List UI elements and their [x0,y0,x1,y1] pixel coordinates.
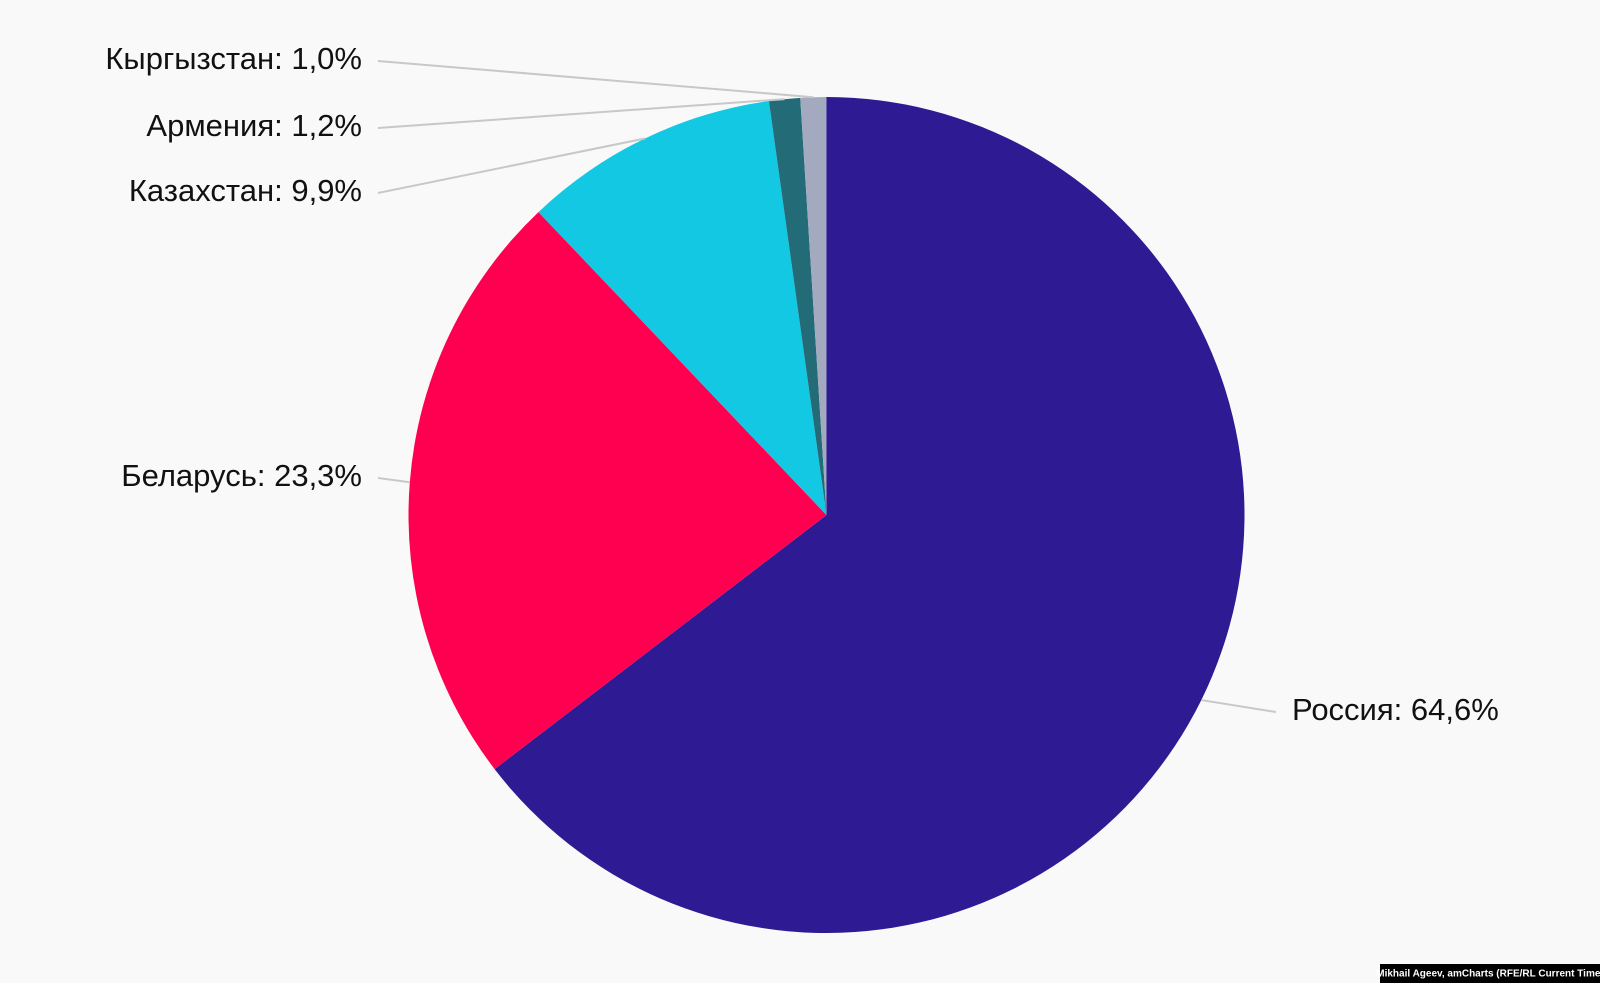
data-label: Армения: 1,2% [146,108,362,143]
pie-slice [768,97,827,515]
pie-slice [800,97,827,515]
source-box [1380,964,1600,983]
source: Mikhail Ageev, amCharts (RFE/RL Current … [1376,969,1600,980]
pie-slice [408,212,827,770]
data-label: Кыргызстан: 1,0% [105,41,362,76]
data-label: Россия: 64,6% [1292,692,1499,727]
leader-line [377,60,814,99]
leader-line [377,137,646,194]
data-label: Беларусь: 23,3% [121,458,362,493]
pie-slice [494,97,1245,934]
leader-line [377,98,785,129]
data-label: Казахстан: 9,9% [129,173,362,208]
leader-line [377,477,410,484]
pie-slice [538,100,827,515]
leader-line [1201,699,1277,713]
